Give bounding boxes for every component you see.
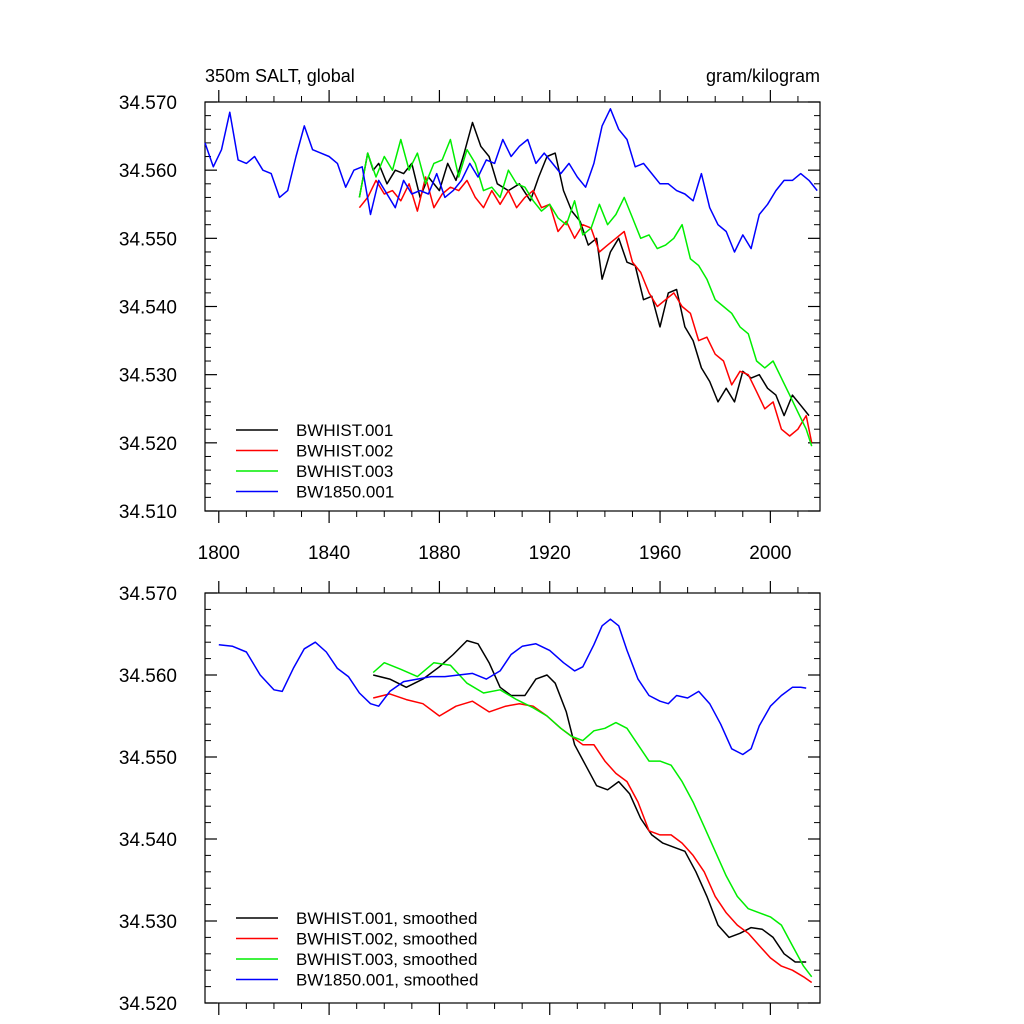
series-line-4 — [204, 108, 818, 253]
y-tick-label: 34.570 — [119, 93, 177, 114]
y-tick-label: 34.570 — [119, 584, 177, 605]
series-line-3 — [372, 661, 813, 978]
legend-label-1: BWHIST.001, smoothed — [296, 909, 477, 928]
y-tick-label: 34.550 — [119, 229, 177, 250]
legend-label-2: BWHIST.002, smoothed — [296, 930, 477, 949]
x-tick-label: 2000 — [749, 543, 791, 564]
y-tick-label: 34.540 — [119, 830, 177, 851]
y-tick-label: 34.550 — [119, 748, 177, 769]
legend-label-1: BWHIST.001 — [296, 421, 393, 440]
legend-label-4: BW1850.001 — [296, 483, 394, 502]
y-tick-label: 34.510 — [119, 502, 177, 523]
x-tick-label: 1880 — [418, 543, 460, 564]
series-line-2 — [358, 176, 813, 443]
plot-frame — [204, 592, 821, 1004]
bottom-panel: 34.520 34.530 34.540 34.550 34.560 34.570 BWHI… — [119, 581, 821, 1015]
chart-title-left: 350m SALT, global — [205, 66, 355, 86]
series-line-3 — [358, 138, 813, 447]
x-tick-label: 1840 — [308, 543, 350, 564]
x-tick-label: 1920 — [529, 543, 571, 564]
x-tick-label: 1960 — [639, 543, 681, 564]
y-tick-label: 34.560 — [119, 666, 177, 687]
legend-label-4: BW1850.001, smoothed — [296, 971, 478, 990]
series-line-2 — [373, 693, 813, 984]
y-tick-label: 34.540 — [119, 298, 177, 319]
x-tick-label: 1800 — [198, 543, 240, 564]
series-line-4 — [218, 618, 807, 756]
top-panel: 34.510 34.520 34.530 34.540 34.550 34.560 34.5… — [119, 66, 821, 564]
y-tick-label: 34.530 — [119, 912, 177, 933]
y-tick-label: 34.560 — [119, 161, 177, 182]
chart-title-right: gram/kilogram — [706, 66, 820, 86]
y-tick-label: 34.520 — [119, 994, 177, 1015]
legend-label-3: BWHIST.003 — [296, 462, 393, 481]
series-line-1 — [373, 639, 807, 963]
y-tick-label: 34.520 — [119, 434, 177, 455]
legend-label-2: BWHIST.002 — [296, 442, 393, 461]
legend-label-3: BWHIST.003, smoothed — [296, 950, 477, 969]
y-tick-label: 34.530 — [119, 366, 177, 387]
